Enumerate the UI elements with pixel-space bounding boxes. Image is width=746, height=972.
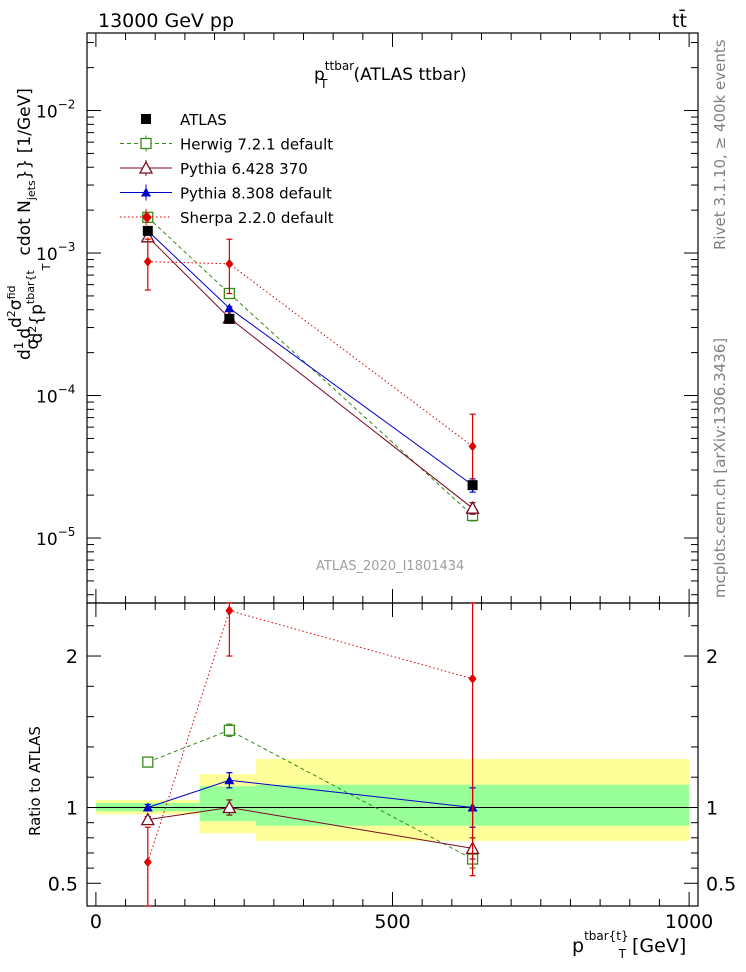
legend-label-atlas: ATLAS: [180, 111, 227, 129]
legend-marker-atlas: [141, 114, 151, 124]
x-tick-label: 1000: [665, 911, 713, 933]
ratio-ytick-label: 0.5: [48, 873, 78, 895]
main-point-atlas: [467, 480, 478, 491]
ylabel-k: {p: [27, 304, 47, 326]
main-point-sherpa-2-2-0-default: [225, 258, 234, 269]
ylabel-b: 1: [12, 342, 26, 350]
x-tick-label: 0: [90, 911, 102, 933]
legend-marker-pythia-6-428-370: [138, 160, 154, 174]
ratio-point-herwig-7-2-1-default: [223, 724, 236, 736]
xlabel-sup: tbar{t}: [584, 929, 629, 943]
ylabel-n: cdot N: [15, 200, 35, 255]
ylabel-h: fid: [5, 285, 18, 299]
ratio-ytick-label: 2: [66, 646, 78, 668]
ylabel-i: d: [27, 333, 47, 344]
ratio-ylabel: Ratio to ATLAS: [26, 726, 44, 836]
legend-marker-sherpa-2-2-0-default: [142, 212, 150, 222]
main-point-atlas: [224, 313, 235, 324]
ratio-ytick-label-right: 0.5: [706, 873, 736, 895]
ratio-point-sherpa-2-2-0-default: [143, 857, 152, 868]
ratio-ytick-label-right: 1: [706, 798, 718, 820]
legend-label-pythia-8-308-default: Pythia 8.308 default: [180, 185, 332, 203]
ylabel-a: d: [15, 349, 35, 360]
ratio-line-sherpa-2-2-0-default: [147, 609, 473, 906]
ylabel-p: }} [1/GeV]: [15, 88, 35, 180]
xlabel-rest: [GeV]: [632, 935, 686, 957]
ylabel-j: 2: [26, 326, 39, 333]
main-ytick-label: 10−3: [36, 240, 75, 265]
main-ytick-label: 10−5: [36, 525, 75, 550]
ylabel-o: jets: [25, 180, 38, 201]
main-line-sherpa-2-2-0-default: [147, 217, 473, 447]
ratio-point-sherpa-2-2-0-default: [225, 605, 234, 616]
ylabel-e: d: [6, 317, 26, 328]
legend-label-sherpa-2-2-0-default: Sherpa 2.2.0 default: [180, 209, 334, 227]
main-point-atlas: [142, 225, 153, 236]
main-title-rest: (ATLAS ttbar): [353, 65, 466, 85]
ratio-point-sherpa-2-2-0-default: [468, 673, 477, 684]
main-title-sub: T: [319, 77, 328, 91]
main-title-sup: ttbar: [325, 59, 354, 73]
ylabel-d: d: [15, 328, 35, 339]
ratio-point-pythia-8-308-default: [142, 802, 153, 812]
ylabel-m: T: [40, 263, 53, 271]
ylabel-g: σ: [6, 299, 26, 310]
ratio-plot-frame: [86, 602, 699, 907]
x-tick-label: 500: [374, 911, 410, 933]
main-title: pttbar T (ATLAS ttbar): [314, 59, 467, 91]
mcplots-label: mcplots.cern.ch [arXiv:1306.3436]: [711, 338, 729, 598]
main-title-p: p: [314, 65, 325, 85]
main-ytick-label: 10−2: [36, 98, 75, 123]
legend-label-herwig-7-2-1-default: Herwig 7.2.1 default: [180, 136, 333, 154]
ylabel-c: σ: [23, 339, 43, 350]
main-plot-frame: [86, 32, 699, 604]
legend-label-pythia-6-428-370: Pythia 6.428 370: [180, 160, 308, 178]
svg-text:d1σdd2σfidd2{ptbar{tTcdot Njet: d1σdd2σfidd2{ptbar{tTcdot Njets}} [1/GeV…: [5, 88, 53, 360]
main-line-herwig-7-2-1-default: [147, 216, 473, 516]
ratio-point-pythia-8-308-default: [224, 775, 235, 785]
analysis-id: ATLAS_2020_I1801434: [316, 559, 464, 574]
ylabel-f: 2: [5, 310, 18, 317]
main-ylabel: d1σdd2σfidd2{ptbar{tTcdot Njets}} [1/GeV…: [5, 88, 53, 360]
ratio-point-pythia-6-428-370: [222, 800, 237, 814]
main-point-sherpa-2-2-0-default: [468, 441, 477, 452]
xlabel-p: p: [572, 935, 584, 957]
ratio-ytick-label: 1: [66, 798, 78, 820]
ratio-point-herwig-7-2-1-default: [142, 756, 154, 768]
header-process: tt̄: [672, 8, 687, 32]
header-energy: 13000 GeV pp: [98, 10, 234, 32]
ratio-point-pythia-6-428-370: [140, 812, 155, 826]
ratio-ytick-label-right: 2: [706, 646, 718, 668]
legend-marker-pythia-8-308-default: [141, 187, 151, 197]
xlabel-sub: T: [618, 947, 627, 961]
main-line-pythia-8-308-default: [147, 230, 473, 486]
legend-marker-herwig-7-2-1-default: [140, 137, 152, 150]
main-point-pythia-6-428-370: [465, 500, 480, 514]
main-point-pythia-8-308-default: [224, 303, 235, 313]
main-ytick-label: 10−4: [36, 383, 75, 408]
main-point-sherpa-2-2-0-default: [143, 256, 152, 267]
ylabel-l: tbar{t: [24, 270, 37, 305]
x-axis-label: ptbar{t} T [GeV]: [572, 929, 686, 961]
rivet-label: Rivet 3.1.10, ≥ 400k events: [711, 39, 729, 250]
